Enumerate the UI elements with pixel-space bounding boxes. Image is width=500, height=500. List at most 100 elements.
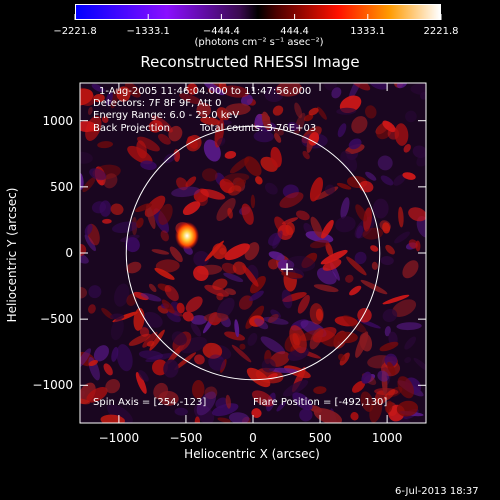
texture-blob <box>346 256 367 276</box>
texture-blob <box>272 105 284 116</box>
texture-blob <box>356 225 364 239</box>
texture-blob <box>402 172 416 180</box>
texture-blob <box>151 115 173 133</box>
texture-blob <box>173 149 181 162</box>
texture-blob <box>116 86 131 102</box>
texture-blob <box>320 249 348 265</box>
texture-blob <box>80 348 92 368</box>
texture-blob <box>220 358 227 373</box>
texture-blob <box>111 346 119 362</box>
texture-blob <box>102 218 112 224</box>
texture-blob <box>331 87 342 99</box>
texture-blob <box>267 313 279 323</box>
texture-blob <box>370 245 379 252</box>
texture-blob <box>335 216 356 233</box>
texture-blob <box>136 140 147 159</box>
texture-blob <box>110 203 124 215</box>
texture-blob <box>396 322 422 331</box>
texture-blob <box>313 408 343 423</box>
texture-blob <box>223 173 250 183</box>
texture-blob <box>413 357 426 372</box>
texture-blob <box>396 400 419 417</box>
texture-blob <box>345 274 354 283</box>
texture-blob <box>246 367 271 388</box>
texture-blob <box>231 344 252 363</box>
texture-blob <box>272 230 283 249</box>
texture-blob <box>239 343 246 350</box>
image-panel <box>80 83 426 423</box>
texture-blob <box>371 261 378 270</box>
texture-blob <box>193 250 210 267</box>
texture-blob <box>292 392 313 411</box>
texture-blob <box>255 176 263 185</box>
y-axis-label: Heliocentric Y (arcsec) <box>5 187 19 323</box>
texture-blob <box>377 155 393 171</box>
texture-blob <box>348 83 363 101</box>
texture-blob <box>276 401 287 412</box>
texture-blob <box>350 412 359 421</box>
texture-blob <box>251 408 262 418</box>
texture-blob <box>80 398 90 405</box>
texture-blob <box>393 174 406 186</box>
texture-blob <box>232 261 247 275</box>
texture-blob <box>185 176 197 188</box>
colorbar-tick-label: 444.4 <box>280 26 309 37</box>
x-axis-label: Heliocentric X (arcsec) <box>184 447 320 461</box>
texture-blob <box>190 322 202 337</box>
x-tick-label: −500 <box>169 431 203 445</box>
texture-blob <box>169 246 183 263</box>
texture-blob <box>340 151 358 172</box>
texture-blob <box>264 182 278 195</box>
texture-blob <box>416 150 426 167</box>
texture-blob <box>217 137 226 147</box>
texture-blob <box>107 404 133 423</box>
texture-blob <box>338 353 346 362</box>
texture-blob <box>348 138 362 150</box>
texture-blob <box>251 390 274 407</box>
texture-blob <box>196 102 212 118</box>
texture-blob <box>354 251 367 265</box>
texture-blob <box>296 210 310 221</box>
texture-blob <box>185 296 203 313</box>
texture-blob <box>316 267 337 285</box>
total-counts-text: Total counts: 3.76E+03 <box>200 123 317 134</box>
texture-blob <box>151 249 170 255</box>
texture-blob <box>154 267 175 280</box>
texture-blob <box>190 315 208 325</box>
texture-blob <box>336 182 352 190</box>
texture-blob <box>313 386 327 395</box>
texture-blob <box>140 160 157 170</box>
texture-blob <box>196 391 217 416</box>
texture-blob <box>394 231 410 244</box>
texture-blob <box>148 283 157 293</box>
texture-blob <box>187 136 198 149</box>
texture-blob <box>224 243 250 261</box>
texture-blob <box>216 197 236 222</box>
texture-blob <box>380 175 394 186</box>
solar-disk-limb <box>125 125 381 381</box>
texture-blob <box>289 325 307 354</box>
image-texture <box>80 83 426 423</box>
texture-blob <box>208 354 226 371</box>
texture-blob <box>299 408 313 422</box>
texture-blob <box>145 203 156 229</box>
texture-blob <box>351 116 368 134</box>
texture-blob <box>313 284 339 293</box>
texture-blob <box>403 144 411 153</box>
texture-blob <box>80 87 95 106</box>
texture-blob <box>88 359 98 366</box>
texture-blob <box>80 120 97 133</box>
texture-blob <box>281 217 299 225</box>
x-tick-label: 1000 <box>371 431 403 445</box>
texture-blob <box>223 272 244 283</box>
texture-blob <box>408 239 419 249</box>
detectors-text: Detectors: 7F 8F 9F, Att 0 <box>93 98 222 109</box>
colorbar-unit-label: (photons cm⁻² s⁻¹ asec⁻²) <box>194 37 324 48</box>
texture-blob <box>84 224 93 236</box>
texture-blob <box>349 285 362 296</box>
texture-blob <box>384 326 391 337</box>
texture-blob <box>204 386 218 400</box>
texture-blob <box>249 290 264 302</box>
texture-blob <box>103 363 113 376</box>
texture-blob <box>124 83 141 98</box>
